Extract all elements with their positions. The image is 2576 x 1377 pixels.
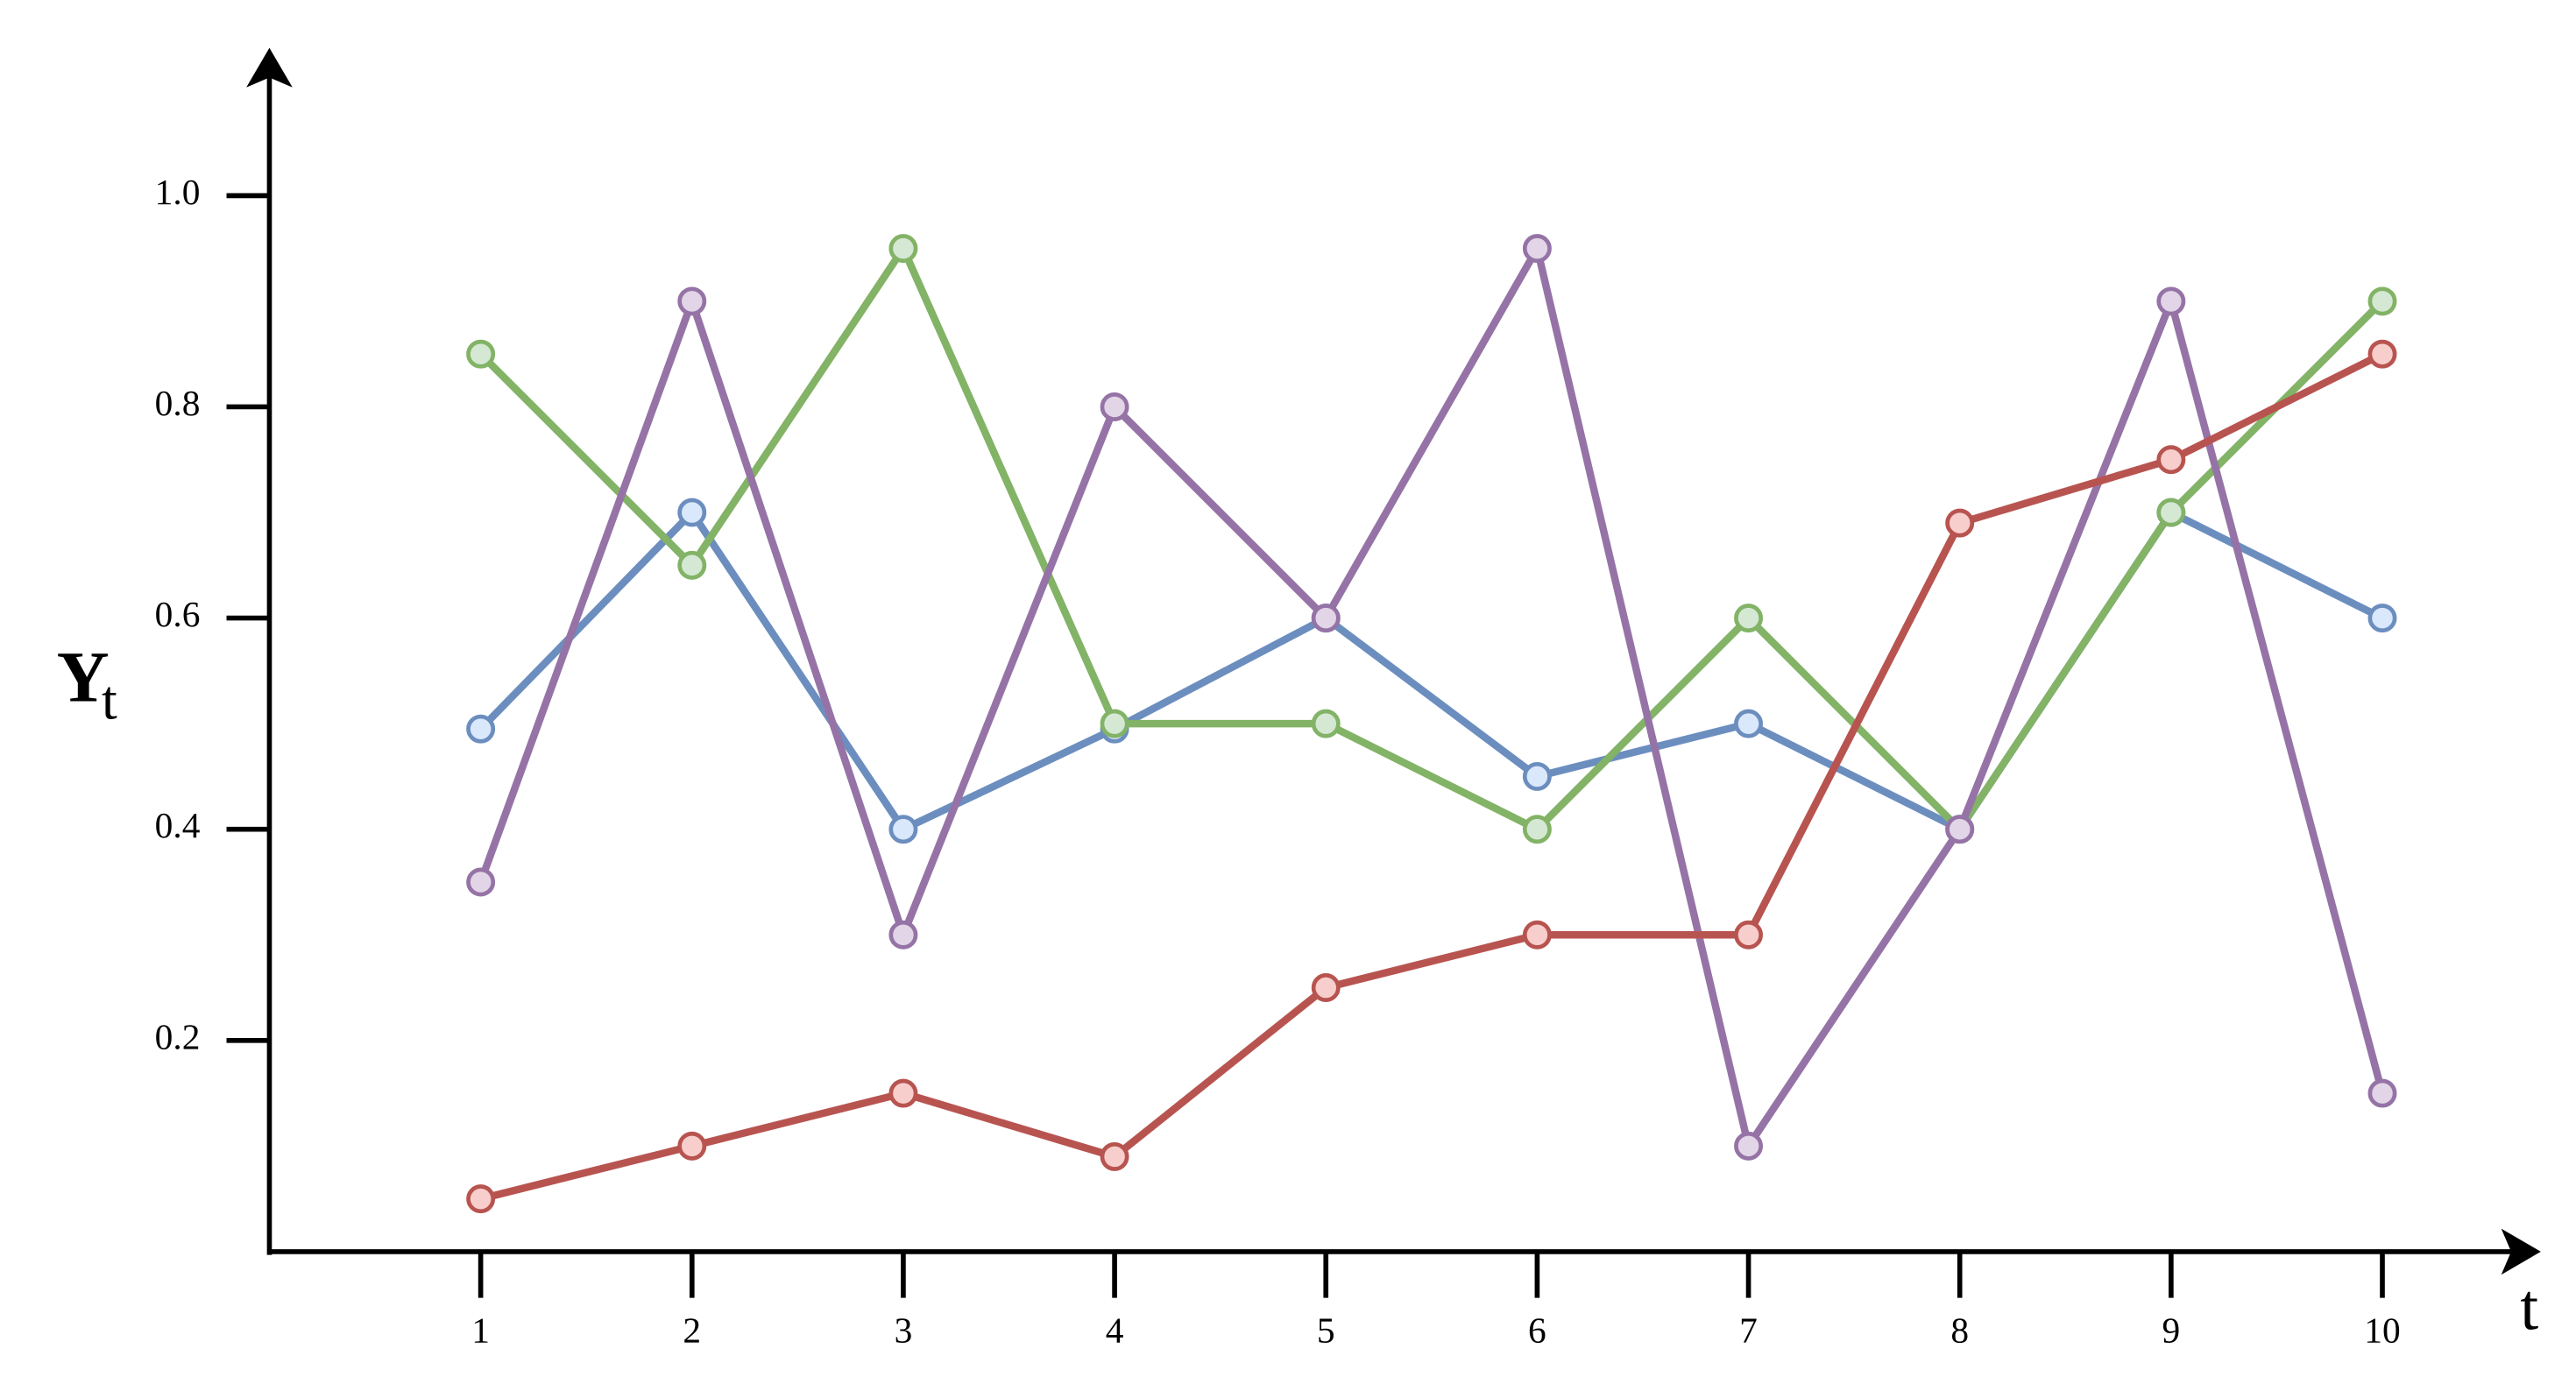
y-tick-label: 0.6 [155, 594, 201, 634]
point [888, 815, 918, 844]
point [677, 286, 707, 316]
point [1734, 1131, 1764, 1161]
point [2156, 498, 2186, 527]
y-axis-label: Y [57, 636, 110, 717]
point [2156, 286, 2186, 316]
series-line [478, 244, 2385, 833]
point [466, 1184, 496, 1214]
point [466, 339, 496, 369]
x-tick-label: 7 [1739, 1310, 1758, 1351]
x-axis-arrow [2501, 1228, 2541, 1275]
point [1311, 973, 1341, 1003]
series-line [479, 350, 2384, 1203]
point [1734, 920, 1764, 950]
x-tick-label: 3 [895, 1310, 913, 1351]
point [888, 234, 918, 264]
x-tick-label: 10 [2364, 1310, 2400, 1351]
y-tick-label: 1.0 [155, 172, 201, 212]
point [1100, 709, 1129, 738]
x-tick-label: 9 [2162, 1310, 2180, 1351]
point [2156, 445, 2186, 475]
point [1734, 604, 1764, 633]
point [1522, 761, 1552, 791]
series-line [477, 244, 2387, 1150]
x-tick-label: 1 [471, 1310, 490, 1351]
y-axis-arrow [246, 47, 293, 88]
point [888, 1078, 918, 1108]
point [1311, 604, 1341, 633]
point [2367, 604, 2397, 633]
point [677, 1131, 707, 1161]
point [1734, 709, 1764, 738]
point [466, 867, 496, 897]
point [1100, 392, 1129, 421]
point [1311, 709, 1341, 738]
point [1945, 508, 1975, 538]
y-tick-label: 0.8 [155, 383, 201, 423]
point [1945, 815, 1975, 844]
x-tick-label: 4 [1106, 1310, 1124, 1351]
y-axis-label-subscript: t [102, 668, 117, 731]
point [1100, 1141, 1129, 1171]
series-line [478, 508, 2384, 833]
x-tick-label: 6 [1528, 1310, 1546, 1351]
point [1522, 234, 1552, 264]
x-tick-label: 5 [1317, 1310, 1335, 1351]
point [466, 714, 496, 744]
point [677, 550, 707, 580]
y-tick-label: 0.2 [155, 1016, 201, 1056]
x-tick-label: 2 [683, 1310, 701, 1351]
point [677, 498, 707, 527]
x-axis-label: t [2520, 1272, 2538, 1345]
y-tick-label: 0.4 [155, 805, 201, 845]
point [888, 920, 918, 950]
point [2367, 339, 2397, 369]
x-tick-label: 8 [1950, 1310, 1969, 1351]
point [2367, 1078, 2397, 1108]
point [1522, 815, 1552, 844]
point [2367, 286, 2397, 316]
point [1522, 920, 1552, 950]
